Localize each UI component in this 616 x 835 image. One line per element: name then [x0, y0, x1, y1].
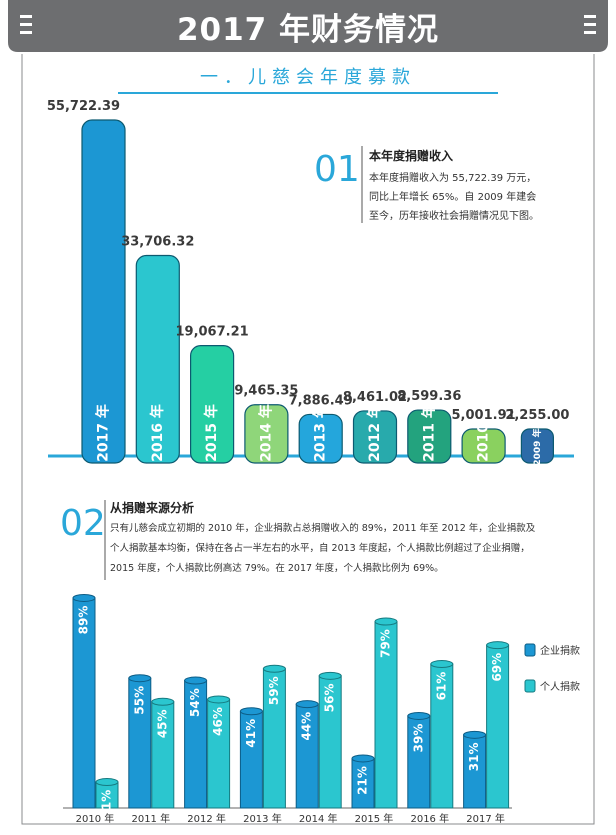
chart1-category-label: 2013 年: [312, 404, 329, 462]
chart1-bar: [135, 254, 180, 464]
chart2-bar-cap: [295, 700, 319, 709]
chart2-bar-cap: [184, 676, 208, 685]
chart2-percent-label: 89%: [77, 606, 91, 635]
chart2-bar-cap: [262, 664, 286, 673]
section1-heading: 一．儿慈会年度募款: [200, 67, 416, 88]
chart2-bar-cap: [351, 754, 375, 763]
chart2-bar-cap: [72, 593, 96, 602]
section2-title: 从捐赠来源分析: [110, 500, 194, 515]
section2-number: 02: [60, 503, 106, 544]
chart1-bar: [520, 428, 555, 464]
chart1-category-label: 2009 年: [531, 428, 543, 465]
section1-title: 本年度捐赠收入: [369, 148, 453, 163]
chart2-year-label: 2014 年: [299, 812, 338, 825]
donation-source-chart: 89% 11%2010 年 55% 45% 2011 年 54% 46% 2012 年 41% 5…: [63, 593, 580, 825]
chart1-bar: [298, 413, 343, 464]
chart2-bar-cap: [207, 695, 231, 704]
section1-text-line-2: 同比上年增长 65%。自 2009 年建会: [369, 190, 536, 203]
section1-number: 01: [314, 149, 360, 190]
chart2-year-label: 2011 年: [131, 812, 170, 825]
chart2-percent-label: 44%: [300, 712, 314, 741]
chart2-percent-label: 46%: [211, 707, 225, 736]
section2-text-block: 02 从捐赠来源分析 只有儿慈会成立初期的 2010 年，企业捐款占总捐赠收入的…: [60, 500, 536, 580]
chart2-bar-cap: [95, 778, 119, 787]
chart2-year-label: 2013 年: [243, 812, 282, 825]
chart2-bar-cap: [239, 707, 263, 716]
chart2-year-label: 2016 年: [410, 812, 449, 825]
chart1-category-label: 2014 年: [257, 404, 274, 462]
chart2-bar-cap: [486, 641, 510, 650]
chart1-value-label: 8,461.02: [343, 390, 407, 405]
chart2-percent-label: 54%: [188, 688, 202, 717]
chart2-bar-cap: [128, 674, 152, 683]
chart2-bar-cap: [151, 697, 175, 706]
chart2-year-label: 2012 年: [187, 812, 226, 825]
chart2-percent-label: 31%: [467, 742, 481, 771]
chart1-bar: [244, 404, 289, 464]
chart2-bar-cap: [463, 730, 487, 739]
chart2-percent-label: 11%: [100, 790, 114, 819]
chart1-category-label: 2016 年: [149, 404, 166, 462]
section2-text-line-2: 个人捐款基本均衡，保持在各占一半左右的水平，自 2013 年度起，个人捐款比例超…: [110, 542, 530, 554]
chart2-bar-cap: [430, 660, 454, 669]
chart2-percent-label: 41%: [244, 719, 258, 748]
legend-label: 企业捐款: [540, 644, 580, 657]
chart1-bar: [81, 119, 126, 464]
legend-swatch: [524, 643, 536, 657]
chart2-bar-cap: [318, 671, 342, 680]
chart1-category-label: 2011 年: [420, 404, 437, 462]
section2-text-line-1: 只有儿慈会成立初期的 2010 年，企业捐款占总捐赠收入的 89%，2011 年…: [110, 522, 536, 534]
chart2-percent-label: 61%: [434, 672, 448, 701]
chart2-percent-label: 69%: [490, 653, 504, 682]
chart2-bar-cap: [407, 711, 431, 720]
legend-swatch: [524, 679, 536, 693]
chart2-year-label: 2017 年: [466, 812, 505, 825]
annual-donation-chart: 2017 年 55,722.39 2016 年 33,706.32 2015 年 19,0…: [47, 99, 574, 466]
chart1-bar: [461, 428, 506, 464]
section1-text-block: 01 本年度捐赠收入 本年度捐赠收入为 55,722.39 万元， 同比上年增长…: [314, 146, 539, 223]
chart2-percent-label: 21%: [356, 766, 370, 795]
chart1-bar: [407, 409, 452, 464]
chart1-value-label: 9,465.35: [234, 384, 298, 399]
chart2-year-label: 2010 年: [76, 812, 115, 825]
page-title: 2017 年财务情况: [177, 12, 439, 48]
chart1-value-label: 2,255.00: [505, 408, 569, 423]
chart1-value-label: 7,886.49: [289, 393, 353, 408]
chart1-category-label: 2017 年: [95, 404, 112, 462]
section1-text-line-1: 本年度捐赠收入为 55,722.39 万元，: [369, 171, 536, 184]
chart1-category-label: 2010 年: [475, 404, 492, 462]
chart2-percent-label: 55%: [132, 686, 146, 715]
chart1-value-label: 55,722.39: [47, 99, 120, 114]
chart2-percent-label: 79%: [379, 629, 393, 658]
chart1-category-label: 2015 年: [203, 404, 220, 462]
chart1-value-label: 33,706.32: [121, 235, 194, 250]
chart1-value-label: 5,001.91: [452, 408, 516, 423]
chart1-value-label: 8,599.36: [397, 389, 461, 404]
legend-label: 个人捐款: [540, 680, 580, 693]
chart2-year-label: 2015 年: [355, 812, 394, 825]
section2-text-line-3: 2015 年度，个人捐款比例高达 79%。在 2017 年度，个人捐款比例为 6…: [110, 562, 444, 574]
chart2-percent-label: 45%: [155, 709, 169, 738]
section1-text-line-3: 至今，历年接收社会捐赠情况见下图。: [369, 209, 539, 222]
chart2-percent-label: 39%: [411, 724, 425, 753]
chart1-category-label: 2012 年: [366, 404, 383, 462]
chart1-bar: [352, 410, 398, 464]
title-banner: 2017 年财务情况: [8, 0, 608, 52]
chart1-value-label: 19,067.21: [175, 325, 248, 340]
page-frame: [21, 54, 595, 825]
chart2-percent-label: 59%: [267, 676, 281, 705]
chart2-percent-label: 56%: [323, 683, 337, 712]
chart2-bar-cap: [374, 617, 398, 626]
chart1-bar: [190, 345, 235, 464]
